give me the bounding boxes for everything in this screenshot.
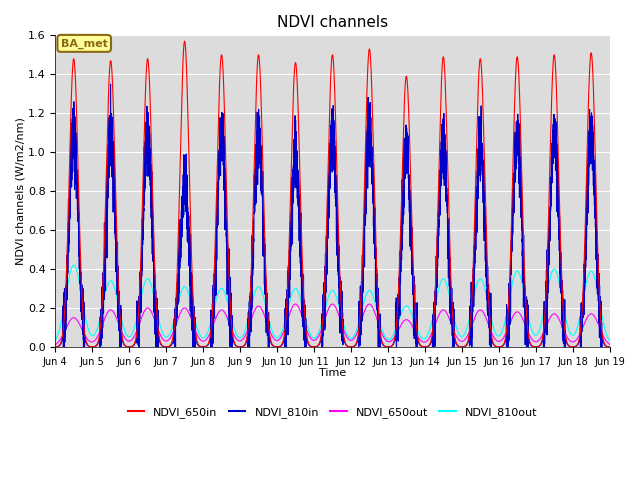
NDVI_810out [606,338,614,344]
Line: NDVI_650out: NDVI_650out [55,304,610,345]
NDVI_810out [170,318,178,324]
Y-axis label: NDVI channels (W/m2/nm): NDVI channels (W/m2/nm) [15,117,25,265]
NDVI_650out [604,340,612,346]
X-axis label: Time: Time [319,368,346,378]
NDVI_810in [164,344,172,349]
NDVI_810in [107,81,115,87]
Title: NDVI channels: NDVI channels [277,15,388,30]
NDVI_810out [259,291,267,297]
NDVI_650out [488,330,495,336]
Legend: NDVI_650in, NDVI_810in, NDVI_650out, NDVI_810out: NDVI_650in, NDVI_810in, NDVI_650out, NDV… [124,402,541,422]
NDVI_650in [606,344,614,350]
NDVI_650in [259,162,267,168]
NDVI_650out [292,301,300,307]
Line: NDVI_810out: NDVI_810out [55,265,610,341]
NDVI_650in [604,344,612,349]
NDVI_810in [170,326,178,332]
NDVI_650in [180,38,188,44]
NDVI_810out [604,335,612,340]
NDVI_650out [164,337,172,343]
NDVI_810out [70,262,77,268]
NDVI_650out [170,328,178,334]
NDVI_810in [409,276,417,282]
NDVI_810out [488,318,495,324]
NDVI_810in [51,344,59,350]
Line: NDVI_810in: NDVI_810in [55,84,610,347]
Line: NDVI_650in: NDVI_650in [55,41,610,347]
NDVI_810in [604,344,612,349]
NDVI_650out [606,342,614,348]
NDVI_650out [409,324,417,330]
NDVI_810in [598,344,605,350]
NDVI_650in [170,328,178,334]
NDVI_650in [488,334,495,339]
Text: BA_met: BA_met [61,38,108,48]
NDVI_650in [409,255,417,261]
NDVI_650in [51,344,59,350]
NDVI_810out [409,314,417,320]
NDVI_810in [606,344,614,350]
NDVI_810out [51,338,59,344]
NDVI_810in [259,203,267,208]
NDVI_650in [164,344,172,349]
NDVI_810out [164,334,172,339]
NDVI_810in [488,336,495,342]
NDVI_650out [259,308,267,314]
NDVI_650out [51,342,59,348]
